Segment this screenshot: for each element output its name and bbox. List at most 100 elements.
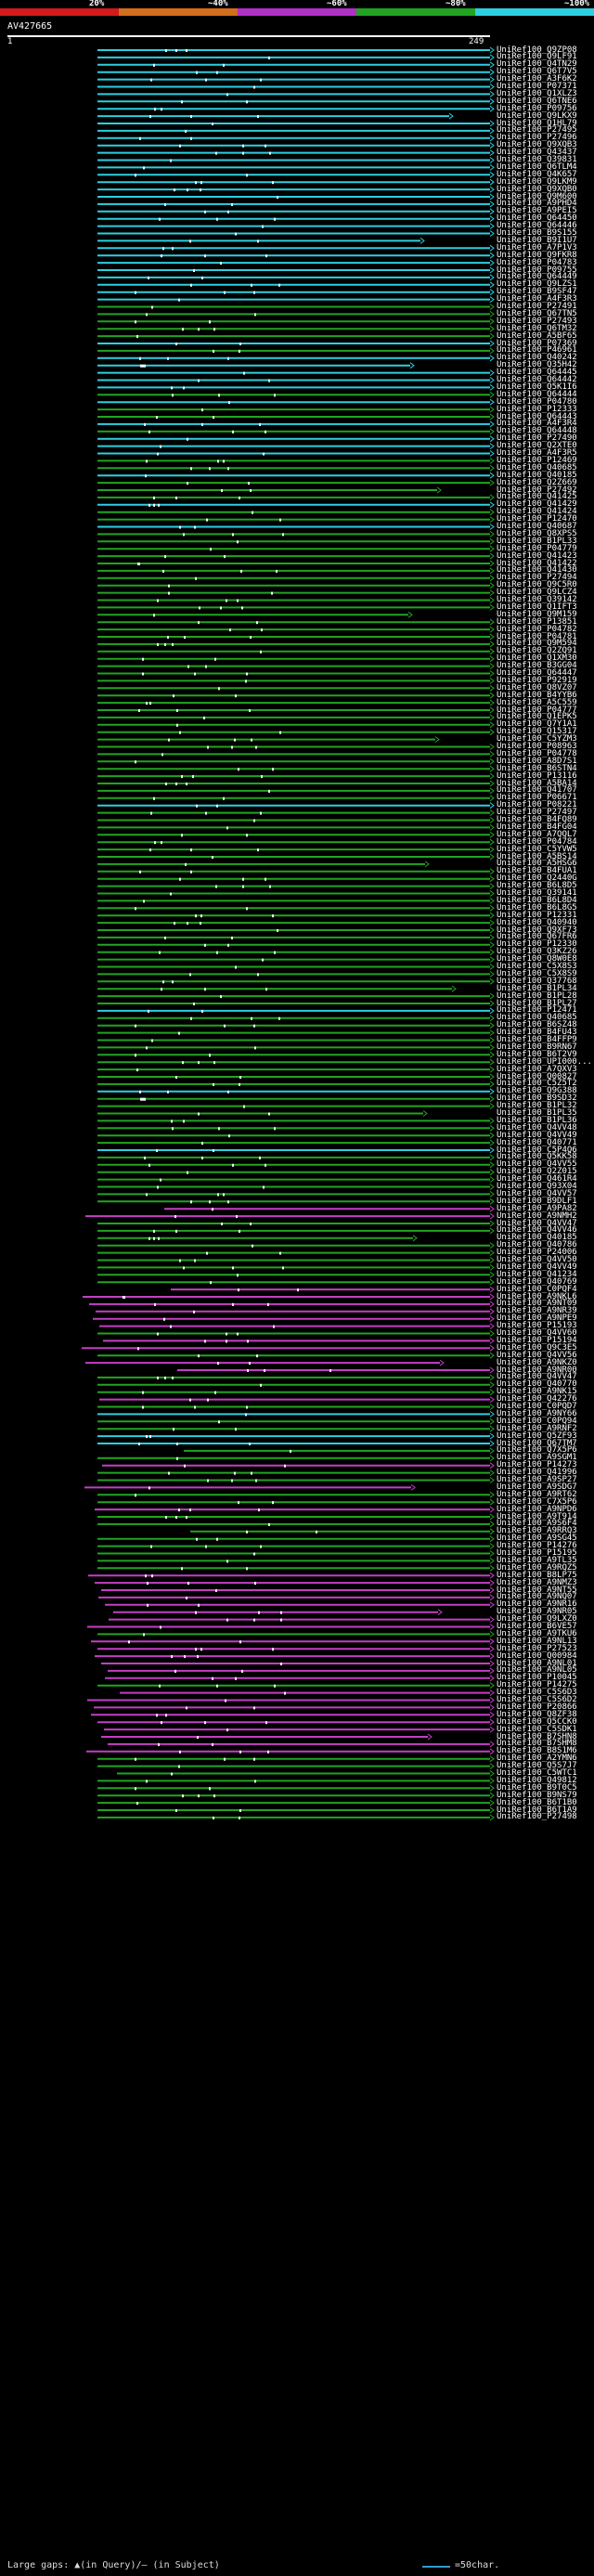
hit-label[interactable]: UniRef100_B3GG04 bbox=[497, 661, 577, 671]
hit-label[interactable]: UniRef100_A9RQZ5 bbox=[497, 1562, 577, 1573]
hit-label[interactable]: UniRef100_C5S6D2 bbox=[497, 1695, 577, 1704]
hit-label[interactable]: UniRef100_Q9C5R0 bbox=[497, 580, 577, 590]
hit-label[interactable]: UniRef100_A9NT55 bbox=[497, 1585, 577, 1595]
hit-label[interactable]: UniRef100_Q9LXZ0 bbox=[497, 1614, 577, 1625]
hit-label[interactable]: UniRef100_B9NS79 bbox=[497, 1790, 577, 1800]
hit-label[interactable]: UniRef100_Q4VV57 bbox=[497, 1188, 577, 1198]
hit-label[interactable]: UniRef100_B1PL36 bbox=[497, 1115, 577, 1125]
hit-label[interactable]: UniRef100_A9NR16 bbox=[497, 1599, 577, 1610]
hit-label[interactable]: UniRef100_Q2Z669 bbox=[497, 477, 577, 487]
hit-label[interactable]: UniRef100_A9SG45 bbox=[497, 1534, 577, 1544]
hit-label[interactable]: UniRef100_A9TL35 bbox=[497, 1555, 577, 1565]
hit-label[interactable]: UniRef100_Q2440G bbox=[497, 874, 577, 884]
hit-label[interactable]: UniRef100_Q37768 bbox=[497, 976, 577, 986]
hit-label[interactable]: UniRef100_Q6TLM4 bbox=[497, 162, 577, 172]
hit-label[interactable]: UniRef100_Q9XQB3 bbox=[497, 140, 577, 150]
hit-label[interactable]: UniRef100_P27492 bbox=[497, 485, 577, 495]
hit-label[interactable]: UniRef100_Q41707 bbox=[497, 785, 577, 796]
hit-label[interactable]: UniRef100_A9SGM1 bbox=[497, 1453, 577, 1463]
hit-label[interactable]: UniRef100_Q67TN5 bbox=[497, 308, 577, 318]
hit-label[interactable]: UniRef100_P27493 bbox=[497, 316, 577, 326]
hit-label[interactable]: UniRef100_Q9ZP08 bbox=[497, 45, 577, 55]
hit-label[interactable]: UniRef100_P27498 bbox=[497, 1812, 577, 1822]
hit-label[interactable]: UniRef100_P13116 bbox=[497, 770, 577, 781]
hit-label[interactable]: UniRef100_Q4VV47 bbox=[497, 1218, 577, 1228]
hit-label[interactable]: UniRef100_Q1IFT3 bbox=[497, 602, 577, 612]
hit-label[interactable]: UniRef100_A4F3R3 bbox=[497, 294, 577, 304]
hit-label[interactable]: UniRef100_P04780 bbox=[497, 396, 577, 407]
hit-label[interactable]: UniRef100_Q40770 bbox=[497, 1379, 577, 1390]
hit-label[interactable]: UniRef100_Q67FR6 bbox=[497, 932, 577, 942]
hit-label[interactable]: UniRef100_B9SD32 bbox=[497, 1094, 577, 1104]
hit-label[interactable]: UniRef100_A5C559 bbox=[497, 697, 577, 707]
hit-label[interactable]: UniRef100_Q39831 bbox=[497, 155, 577, 164]
hit-label[interactable]: UniRef100_Q9G388 bbox=[497, 1086, 577, 1096]
hit-label[interactable]: UniRef100_B1PL32 bbox=[497, 1101, 577, 1111]
hit-label[interactable]: UniRef100_Q4VV55 bbox=[497, 1159, 577, 1170]
hit-label[interactable]: UniRef100_P04779 bbox=[497, 543, 577, 553]
hit-label[interactable]: UniRef100_C5S6D3 bbox=[497, 1688, 577, 1698]
hit-label[interactable]: UniRef100_Q64444 bbox=[497, 389, 577, 399]
hit-label[interactable]: UniRef100_P08963 bbox=[497, 742, 577, 751]
hit-label[interactable]: UniRef100_P24006 bbox=[497, 1248, 577, 1258]
hit-label[interactable]: UniRef100_Q64443 bbox=[497, 411, 577, 421]
hit-label[interactable]: UniRef100_B9S155 bbox=[497, 228, 577, 238]
hit-label[interactable]: UniRef100_B1PL33 bbox=[497, 536, 577, 546]
hit-label[interactable]: UniRef100_Q40685 bbox=[497, 462, 577, 472]
hit-label[interactable]: UniRef100_C0PQF4 bbox=[497, 1284, 577, 1294]
hit-label[interactable]: UniRef100_A9RRQ3 bbox=[497, 1526, 577, 1536]
hit-label[interactable]: UniRef100_P12333 bbox=[497, 404, 577, 414]
hit-label[interactable]: UniRef100_C0PQ94 bbox=[497, 1416, 577, 1426]
hit-label[interactable]: UniRef100_Q9M159 bbox=[497, 609, 577, 619]
hit-label[interactable]: UniRef100_Q4K657 bbox=[497, 169, 577, 179]
hit-label[interactable]: UniRef100_Q39142 bbox=[497, 595, 577, 604]
hit-label[interactable]: UniRef100_Q5KK58 bbox=[497, 1152, 577, 1162]
hit-label[interactable]: UniRef100_Q40687 bbox=[497, 522, 577, 531]
hit-label[interactable]: UniRef100_Q9LCZ4 bbox=[497, 588, 577, 598]
hit-label[interactable]: UniRef100_A5HSG6 bbox=[497, 859, 577, 869]
hit-label[interactable]: UniRef100_B4FU43 bbox=[497, 1028, 577, 1038]
hit-label[interactable]: UniRef100_B1PL34 bbox=[497, 983, 577, 993]
hit-label[interactable]: UniRef100_P46961 bbox=[497, 345, 577, 356]
hit-label[interactable]: UniRef100_A9PA82 bbox=[497, 1203, 577, 1213]
hit-label[interactable]: UniRef100_Q64445 bbox=[497, 368, 577, 378]
hit-label[interactable]: UniRef100_Q40685 bbox=[497, 1013, 577, 1023]
hit-label[interactable]: UniRef100_Q4VV56 bbox=[497, 1350, 577, 1360]
hit-label[interactable]: UniRef100_Q93X04 bbox=[497, 1182, 577, 1191]
hit-label[interactable]: UniRef100_A7QXV3 bbox=[497, 1064, 577, 1074]
hit-label[interactable]: UniRef100_A5BF65 bbox=[497, 330, 577, 341]
hit-label[interactable]: UniRef100_P07369 bbox=[497, 338, 577, 348]
hit-label[interactable]: UniRef100_Q64448 bbox=[497, 426, 577, 436]
hit-label[interactable]: UniRef100_A3F6K2 bbox=[497, 74, 577, 84]
hit-label[interactable]: UniRef100_Q9LZS1 bbox=[497, 279, 577, 290]
hit-label[interactable]: UniRef100_Q9M600 bbox=[497, 191, 577, 201]
hit-label[interactable]: UniRef100_P04778 bbox=[497, 748, 577, 758]
hit-label[interactable]: UniRef100_B4FG04 bbox=[497, 822, 577, 832]
hit-label[interactable]: UniRef100_A9PEI5 bbox=[497, 206, 577, 216]
hit-label[interactable]: UniRef100_B9T0C5 bbox=[497, 1782, 577, 1793]
hit-label[interactable]: UniRef100_Q1XLZ3 bbox=[497, 88, 577, 98]
hit-label[interactable]: UniRef100_P09756 bbox=[497, 103, 577, 113]
hit-label[interactable]: UniRef100_B1PL35 bbox=[497, 1108, 577, 1118]
hit-label[interactable]: UniRef100_Q6TNE6 bbox=[497, 96, 577, 106]
hit-label[interactable]: UniRef100_B9SF47 bbox=[497, 287, 577, 297]
hit-label[interactable]: UniRef100_B6L8D4 bbox=[497, 895, 577, 905]
hit-label[interactable]: UniRef100_B6VE57 bbox=[497, 1622, 577, 1631]
hit-label[interactable]: UniRef100_A2YMN6 bbox=[497, 1754, 577, 1764]
hit-label[interactable]: UniRef100_B7SHM8 bbox=[497, 1739, 577, 1749]
hit-label[interactable]: UniRef100_P12470 bbox=[497, 514, 577, 524]
hit-label[interactable]: UniRef100_A4F3R5 bbox=[497, 448, 577, 458]
hit-label[interactable]: UniRef100_P14276 bbox=[497, 1541, 577, 1551]
hit-label[interactable]: UniRef100_P15193 bbox=[497, 1321, 577, 1331]
hit-label[interactable]: UniRef100_Q9FKR8 bbox=[497, 250, 577, 260]
hit-label[interactable]: UniRef100_A7QQL7 bbox=[497, 829, 577, 839]
hit-label[interactable]: UniRef100_Q8ZF38 bbox=[497, 1709, 577, 1719]
hit-label[interactable]: UniRef100_Q40940 bbox=[497, 917, 577, 927]
hit-label[interactable]: UniRef100_Q49812 bbox=[497, 1775, 577, 1785]
hit-label[interactable]: UniRef100_A9NKL6 bbox=[497, 1291, 577, 1301]
hit-label[interactable]: UniRef100_Q461R4 bbox=[497, 1174, 577, 1184]
hit-label[interactable]: UniRef100_P27494 bbox=[497, 573, 577, 583]
hit-label[interactable]: UniRef100_Q9M594 bbox=[497, 639, 577, 649]
hit-label[interactable]: UniRef100_A9NY66 bbox=[497, 1408, 577, 1418]
hit-label[interactable]: UniRef100_Q8W0E8 bbox=[497, 954, 577, 964]
